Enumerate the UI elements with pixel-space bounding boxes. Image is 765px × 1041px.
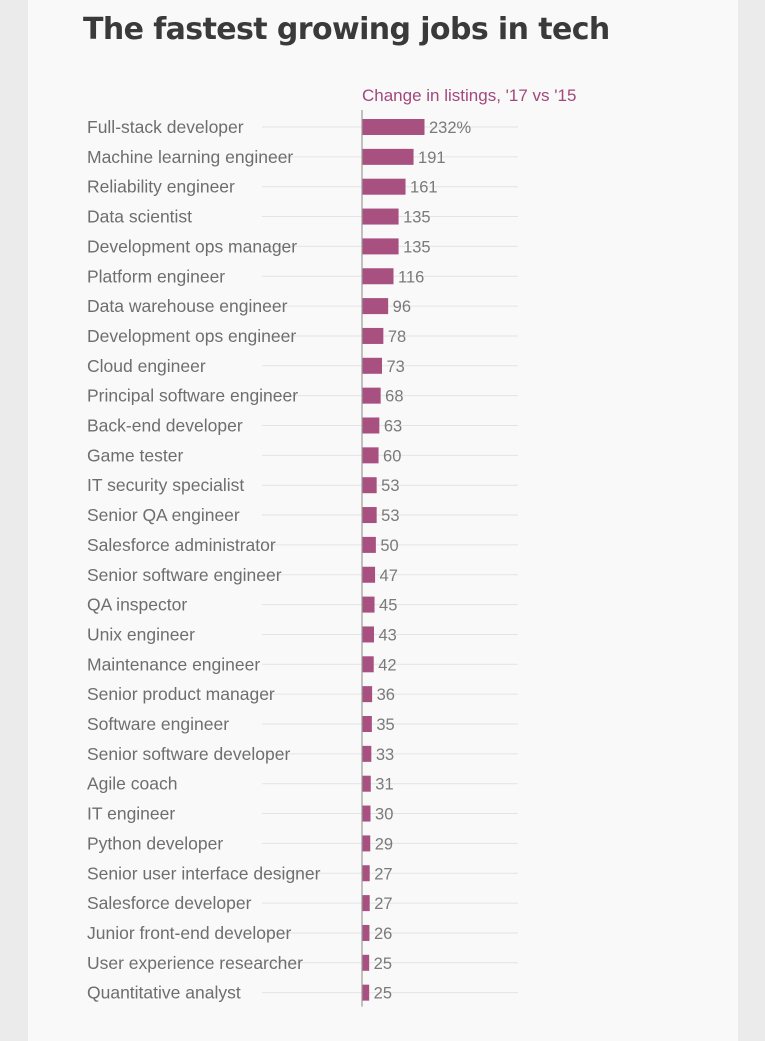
bar (362, 596, 375, 613)
value-label: 26 (374, 925, 392, 943)
category-label: Unix engineer (87, 624, 195, 644)
bar (362, 835, 371, 852)
category-label: Salesforce administrator (87, 535, 276, 555)
chart-title: The fastest growing jobs in tech (83, 12, 610, 47)
bar (362, 477, 377, 494)
value-label: 135 (403, 209, 431, 227)
category-label: Quantitative analyst (87, 983, 241, 1003)
category-label: Platform engineer (87, 266, 225, 286)
value-label: 73 (387, 358, 405, 376)
category-label: Game tester (87, 445, 183, 465)
bar (362, 536, 376, 553)
category-label: Senior user interface designer (87, 863, 321, 883)
bar (362, 686, 373, 703)
bar (362, 119, 425, 135)
bar (362, 954, 370, 971)
value-label: 36 (377, 686, 395, 704)
category-label: Development ops engineer (87, 326, 296, 346)
bar (362, 447, 379, 464)
value-label: 33 (376, 746, 394, 764)
value-label: 30 (375, 806, 393, 824)
bar (362, 984, 370, 1001)
value-label: 47 (380, 567, 398, 585)
bar (362, 656, 374, 673)
bar (362, 566, 376, 583)
category-label: QA inspector (87, 595, 187, 615)
bar (362, 716, 372, 732)
category-label: Agile coach (87, 774, 177, 794)
value-label: 78 (388, 328, 406, 346)
category-label: Senior software developer (87, 744, 290, 764)
bar (362, 148, 414, 165)
category-label: Machine learning engineer (87, 147, 293, 167)
value-label: 27 (374, 865, 392, 883)
bar (362, 238, 399, 255)
category-label: Full-stack developer (87, 117, 244, 137)
category-label: Maintenance engineer (87, 654, 260, 674)
value-label: 29 (375, 835, 393, 853)
value-label: 42 (378, 656, 396, 674)
category-label: Reliability engineer (87, 177, 235, 197)
bar (362, 775, 371, 792)
category-label: Software engineer (87, 714, 229, 734)
bar (362, 626, 374, 643)
category-label: Python developer (87, 833, 223, 853)
bar (362, 745, 372, 762)
value-label: 161 (410, 179, 438, 197)
value-label: 60 (383, 447, 401, 465)
value-label: 31 (375, 776, 393, 794)
value-label: 232% (429, 119, 472, 137)
value-label: 35 (376, 716, 394, 734)
value-label: 53 (381, 477, 399, 495)
value-label: 135 (403, 238, 431, 256)
bar (362, 357, 383, 374)
chart-card (28, 0, 738, 1041)
value-label: 27 (374, 895, 392, 913)
value-label: 53 (381, 507, 399, 525)
category-label: Senior QA engineer (87, 505, 240, 525)
value-label: 191 (418, 149, 446, 167)
value-label: 96 (393, 298, 411, 316)
value-label: 25 (374, 985, 392, 1003)
category-label: Junior front-end developer (87, 923, 291, 943)
category-label: User experience researcher (87, 953, 303, 973)
category-label: Salesforce developer (87, 893, 252, 913)
category-label: Senior product manager (87, 684, 275, 704)
category-label: Data warehouse engineer (87, 296, 288, 316)
bar (362, 178, 406, 195)
value-label: 68 (385, 388, 403, 406)
category-label: Principal software engineer (87, 386, 298, 406)
category-label: Back-end developer (87, 416, 243, 436)
bar (362, 327, 384, 344)
bar (362, 208, 399, 225)
value-label: 25 (374, 955, 392, 973)
value-label: 45 (379, 597, 397, 615)
bar (362, 924, 370, 941)
bar (362, 298, 389, 315)
category-label: Data scientist (87, 207, 192, 227)
value-label: 50 (380, 537, 398, 555)
bar (362, 268, 394, 285)
bar (362, 895, 370, 912)
category-label: IT security specialist (87, 475, 244, 495)
category-label: Cloud engineer (87, 356, 206, 376)
value-label: 116 (398, 268, 424, 286)
value-label: 63 (384, 418, 402, 436)
category-label: Senior software engineer (87, 565, 282, 585)
bar (362, 417, 380, 434)
category-label: IT engineer (87, 804, 175, 824)
category-label: Development ops manager (87, 236, 297, 256)
chart-subtitle: Change in listings, '17 vs '15 (362, 86, 577, 105)
bar (362, 805, 371, 822)
value-label: 43 (378, 626, 396, 644)
bar (362, 507, 377, 524)
bar (362, 387, 381, 404)
bar (362, 865, 370, 882)
